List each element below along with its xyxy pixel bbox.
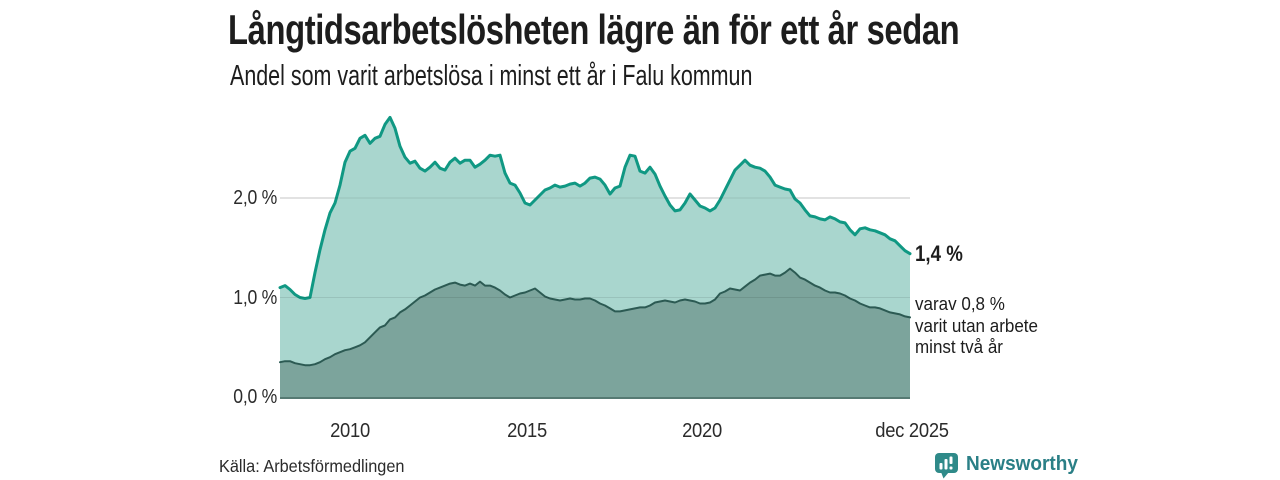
series-end-label-line: varav 0,8 % — [915, 293, 1005, 314]
series-end-label-line: minst två år — [915, 336, 1003, 357]
x-axis-tick-label: 2015 — [507, 420, 547, 442]
x-axis-tick-label: 2020 — [682, 420, 722, 442]
x-axis-tick-label: 2010 — [330, 420, 370, 442]
y-axis-tick-label: 0,0 % — [233, 386, 277, 408]
chart-subtitle: Andel som varit arbetslösa i minst ett å… — [230, 60, 753, 92]
series-end-label-line: varit utan arbete — [915, 314, 1039, 336]
x-axis-tick-label: dec 2025 — [875, 420, 949, 442]
y-axis-tick-label: 1,0 % — [233, 287, 277, 309]
source-note: Källa: Arbetsförmedlingen — [219, 456, 405, 476]
newsworthy-logo-icon — [935, 453, 958, 479]
series-end-label-total: 1,4 % — [915, 241, 963, 266]
newsworthy-logo: Newsworthy — [934, 452, 1084, 479]
series-end-label-two-years: varav 0,8 % varit utan arbete minst två … — [915, 293, 1038, 358]
chart-title: Långtidsarbetslösheten lägre än för ett … — [228, 6, 960, 53]
y-axis-tick-label: 2,0 % — [233, 187, 277, 209]
newsworthy-logo-text: Newsworthy — [966, 453, 1078, 475]
